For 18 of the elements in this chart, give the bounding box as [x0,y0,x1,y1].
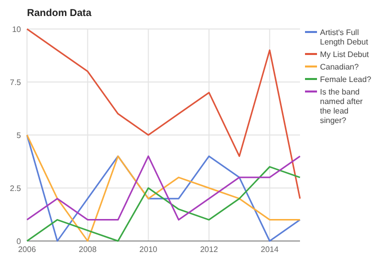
y-tick-label: 5 [16,131,22,140]
x-tick-label: 2010 [139,245,158,254]
y-tick-label: 2.5 [10,184,22,193]
x-tick-label: 2014 [260,245,280,254]
chart-title: Random Data [27,8,92,19]
legend-label: My List Debut [320,50,370,59]
legend-label: Is the band named after the lead singer? [320,88,364,125]
y-tick-label: 7.5 [10,78,22,87]
y-tick-label: 10 [12,25,22,34]
legend-label: Canadian? [320,62,360,72]
legend-label: Female Lead? [320,75,372,84]
x-tick-label: 2008 [78,245,98,254]
y-tick-label: 0 [16,237,22,246]
line-series [26,155,301,221]
legend-label: Artist's Full Length Debut [320,28,369,46]
x-tick-label: 2012 [200,245,218,254]
x-tick-label: 2006 [18,245,36,254]
line-series [26,166,301,242]
